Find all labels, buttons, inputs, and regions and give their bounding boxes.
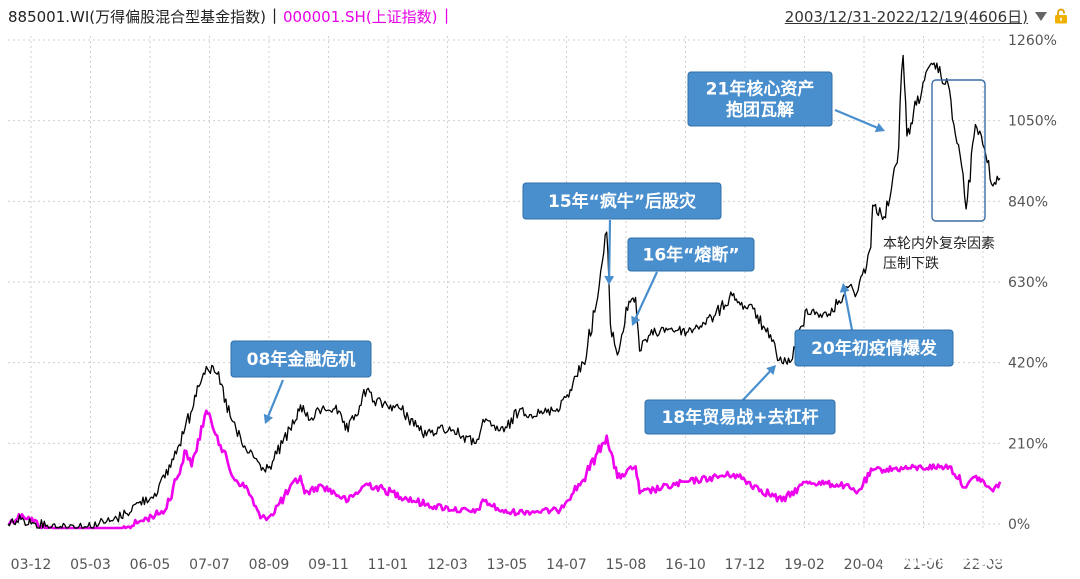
x-tick-label: 22-08 <box>963 557 1004 573</box>
chevron-down-icon[interactable] <box>1035 12 1047 21</box>
annotation-arrow <box>608 219 612 277</box>
x-tick-label: 17-12 <box>725 557 766 573</box>
series-lines <box>7 54 1002 530</box>
callout-gfc: 08年金融危机 <box>230 340 372 378</box>
callout-crash15: 15年“疯牛”后股灾 <box>522 182 722 220</box>
callout-box <box>230 340 372 378</box>
legend-series-sse-index: 000001.SH(上证指数) <box>283 8 438 26</box>
annotation-arrow <box>843 291 854 331</box>
x-tick-label: 20-04 <box>844 557 885 573</box>
annotation-arrow <box>742 370 771 401</box>
callout-box <box>644 399 836 435</box>
x-tick-label: 19-02 <box>784 557 825 573</box>
x-tick-label: 07-07 <box>189 557 230 573</box>
y-tick-label: 0% <box>1008 517 1030 533</box>
x-tick-label: 21-06 <box>903 557 944 573</box>
annotation-arrow <box>634 271 658 319</box>
x-tick-label: 05-03 <box>70 557 111 573</box>
y-tick-label: 1050% <box>1008 114 1057 130</box>
annotation-arrow-head <box>604 275 615 285</box>
x-tick-label: 12-03 <box>427 557 468 573</box>
x-tick-label: 15-08 <box>606 557 647 573</box>
annotation-arrow-head <box>263 413 274 424</box>
series-line-fund-index <box>7 54 1001 529</box>
y-tick-label: 630% <box>1008 275 1048 291</box>
x-tick-label: 16-10 <box>665 557 706 573</box>
callout-box <box>687 71 833 127</box>
annotation-arrow-head <box>874 122 885 133</box>
x-tick-label: 13-05 <box>487 557 528 573</box>
callout-text: 08年金融危机 <box>247 349 356 370</box>
y-tick-label: 210% <box>1008 436 1048 452</box>
date-range-selector[interactable]: 2003/12/31-2022/12/19(4606日) <box>784 8 1028 26</box>
x-tick-label: 11-01 <box>368 557 409 573</box>
y-tick-label: 840% <box>1008 194 1048 210</box>
x-axis: 03-12 05-03 06-05 07-07 08-09 09-11 11-01 12-03… <box>11 557 1004 573</box>
x-tick-label: 14-07 <box>546 557 587 573</box>
annotation-arrow-head <box>631 315 641 326</box>
callout-circuit16: 16年“熔断” <box>627 237 755 272</box>
annotation-arrow-head <box>766 365 776 375</box>
legend-separator: | <box>272 6 278 24</box>
grid-lines <box>8 36 1000 528</box>
callout-text: 15年“疯牛”后股灾 <box>548 191 697 212</box>
callout-text: 20年初疫情爆发 <box>811 338 938 359</box>
callout-box <box>522 182 722 220</box>
annotations: 08年金融危机 15年“疯牛”后股灾 16年“熔断” 18年贸易战+去杠杆 20年初疫情… <box>230 71 954 435</box>
x-tick-label: 03-12 <box>11 557 52 573</box>
x-tick-label: 06-05 <box>130 557 171 573</box>
series-line-sse-index <box>8 409 1002 530</box>
callout-text: 21年核心资产 <box>706 79 815 100</box>
annotation-arrow <box>834 108 878 129</box>
y-axis: 0% 210% 420% 630% 840% 1050% 1260% <box>1008 33 1057 533</box>
callout-text: 18年贸易战+去杠杆 <box>662 407 819 428</box>
highlight-box <box>931 79 986 222</box>
watermark-text: 搜狐号@华夏基金 <box>880 546 1033 569</box>
callout-text: 抱团瓦解 <box>726 100 794 121</box>
legend-series-fund-index: 885001.WI(万得偏股混合型基金指数) <box>8 8 266 26</box>
y-tick-label: 420% <box>1008 356 1048 372</box>
note-text: 压制下跌 <box>883 256 939 272</box>
lock-icon[interactable] <box>1054 8 1068 24</box>
callout-box <box>627 237 755 272</box>
annotation-arrows <box>263 108 885 424</box>
x-tick-label: 09-11 <box>308 557 349 573</box>
callout-trade18: 18年贸易战+去杠杆 <box>644 399 836 435</box>
callout-text: 16年“熔断” <box>642 245 739 266</box>
x-tick-label: 08-09 <box>249 557 290 573</box>
callout-box <box>794 329 954 367</box>
y-tick-label: 1260% <box>1008 33 1057 49</box>
annotation-arrow-head <box>839 283 850 293</box>
callout-covid20: 20年初疫情爆发 <box>794 329 954 367</box>
chart-header: 885001.WI(万得偏股混合型基金指数) | 000001.SH(上证指数)… <box>0 0 1080 30</box>
watermark: 搜狐号@华夏基金 <box>880 546 1033 569</box>
legend-separator-2: | <box>444 6 450 24</box>
note-text: 本轮内外复杂因素 <box>883 235 995 252</box>
annotation-arrow <box>267 379 285 417</box>
